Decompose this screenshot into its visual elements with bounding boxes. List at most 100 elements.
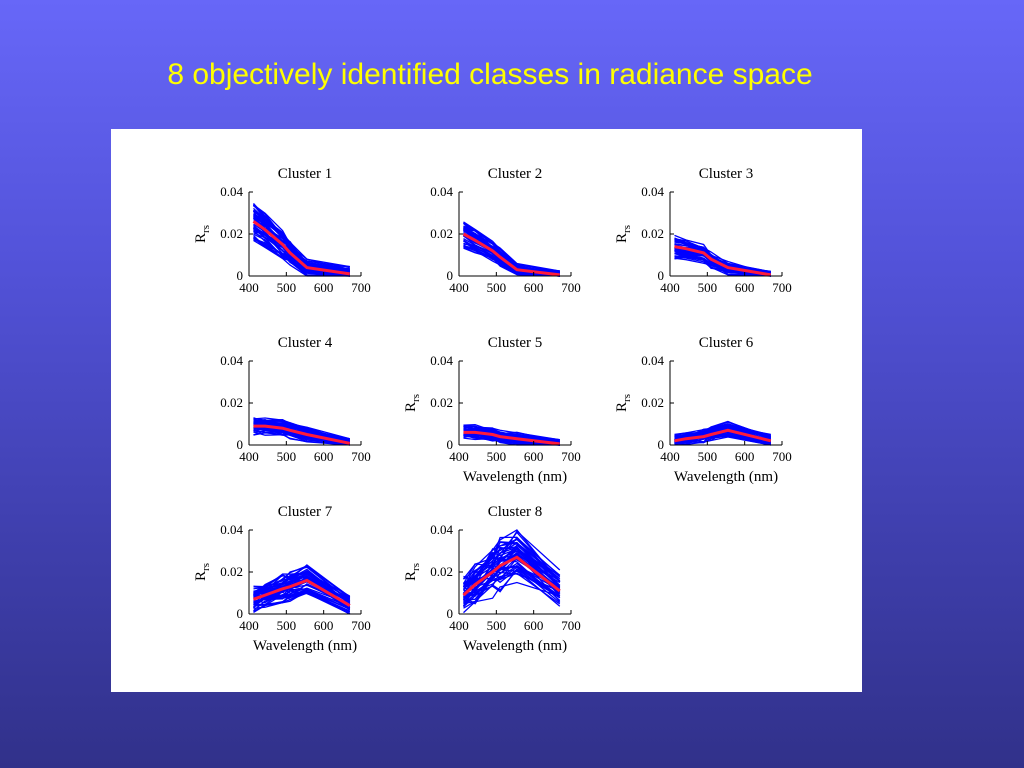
y-tick-label: 0.04 <box>430 353 453 368</box>
y-axis-label-main: R <box>403 571 419 581</box>
y-tick-label: 0.02 <box>220 395 243 410</box>
member-line <box>674 426 771 442</box>
x-tick-label: 500 <box>487 449 507 464</box>
member-line <box>462 529 561 588</box>
y-tick-label: 0 <box>658 437 665 452</box>
y-tick-label: 0.04 <box>430 184 453 199</box>
member-line <box>463 223 560 272</box>
x-tick-label: 600 <box>524 618 544 633</box>
member-line <box>462 546 561 591</box>
member-spectra <box>674 234 771 277</box>
member-line <box>463 550 561 600</box>
cluster-7-chart: Cluster 7 0 0.02 0.04 400 500 600 700 Rrs Wavelen… <box>193 504 371 654</box>
x-tick-label: 500 <box>277 449 297 464</box>
x-axis-label: Wavelength (nm) <box>253 638 357 654</box>
mean-line <box>463 430 560 446</box>
member-line <box>253 430 350 444</box>
cluster-2-chart: Cluster 2 0 0.02 0.04 400 500 600 700 <box>430 166 581 295</box>
x-tick-label: 600 <box>314 449 334 464</box>
member-line <box>253 214 350 271</box>
member-spectra <box>674 420 772 446</box>
mean-line <box>253 424 351 445</box>
cluster-5-chart: Cluster 5 0 0.02 0.04 400 500 600 700 Rrs Wavelen… <box>403 335 581 485</box>
member-line <box>463 226 560 275</box>
member-line <box>253 420 350 444</box>
mean-line <box>674 428 772 443</box>
y-tick-label: 0.04 <box>220 184 243 199</box>
y-tick-label: 0.02 <box>641 395 664 410</box>
slide-title: 8 objectively identified classes in radi… <box>167 58 813 91</box>
mean-line <box>674 245 772 277</box>
y-axis-label-sub: rs <box>410 563 422 571</box>
member-line <box>462 557 561 601</box>
y-tick-label: 0.02 <box>430 395 453 410</box>
y-tick-label: 0.04 <box>430 522 453 537</box>
chart-title: Cluster 6 <box>699 335 754 351</box>
x-tick-label: 400 <box>449 280 469 295</box>
x-axis-label: Wavelength (nm) <box>463 638 567 654</box>
cluster-4-chart: Cluster 4 0 0.02 0.04 400 500 600 700 <box>220 335 371 464</box>
chart-panel: Cluster 1 0 0.02 0.04 400 500 600 700 Rrs Cluster… <box>111 129 862 692</box>
x-tick-label: 700 <box>561 449 581 464</box>
y-axis-label-main: R <box>614 402 630 412</box>
chart-title: Cluster 8 <box>488 504 543 520</box>
member-spectra <box>252 202 350 277</box>
x-tick-label: 700 <box>772 449 792 464</box>
member-line <box>253 227 350 277</box>
x-tick-label: 600 <box>735 449 755 464</box>
member-line <box>463 429 560 442</box>
member-line <box>674 424 771 439</box>
y-tick-label: 0.04 <box>220 353 243 368</box>
y-axis-label-sub: rs <box>621 394 633 402</box>
y-axis-label: Rrs <box>193 563 212 581</box>
cluster-3-chart: Cluster 3 0 0.02 0.04 400 500 600 700 Rrs <box>614 166 792 295</box>
x-tick-label: 400 <box>239 449 259 464</box>
y-axis-label-sub: rs <box>200 563 212 571</box>
x-tick-label: 700 <box>561 618 581 633</box>
member-line <box>253 584 351 605</box>
y-axis-label: Rrs <box>403 563 422 581</box>
x-tick-label: 600 <box>524 449 544 464</box>
y-tick-label: 0.02 <box>220 226 243 241</box>
y-tick-label: 0 <box>658 268 665 283</box>
x-tick-label: 400 <box>239 280 259 295</box>
y-axis-label-sub: rs <box>200 225 212 233</box>
member-line <box>674 256 771 277</box>
x-tick-label: 500 <box>487 280 507 295</box>
member-line <box>463 424 560 443</box>
chart-title: Cluster 5 <box>488 335 543 351</box>
cluster-8-chart: Cluster 8 0 0.02 0.04 400 500 600 700 Rrs Wavelen… <box>403 504 581 654</box>
y-axis-label-main: R <box>614 233 630 243</box>
cluster-6-chart: Cluster 6 0 0.02 0.04 400 500 600 700 Rrs Wavelen… <box>614 335 792 485</box>
member-line <box>462 565 561 595</box>
y-tick-label: 0.02 <box>430 226 453 241</box>
x-tick-label: 400 <box>449 618 469 633</box>
member-line <box>463 572 561 607</box>
mean-line <box>462 555 561 597</box>
x-axis-label: Wavelength (nm) <box>463 469 567 485</box>
member-line <box>463 424 560 441</box>
x-tick-label: 400 <box>660 449 680 464</box>
y-tick-label: 0.02 <box>641 226 664 241</box>
y-axis-label: Rrs <box>403 394 422 412</box>
mean-line <box>252 220 351 276</box>
x-tick-label: 400 <box>660 280 680 295</box>
y-axis-label-main: R <box>193 233 209 243</box>
x-tick-label: 700 <box>351 618 371 633</box>
x-tick-label: 700 <box>351 280 371 295</box>
x-tick-label: 700 <box>351 449 371 464</box>
x-tick-label: 600 <box>314 618 334 633</box>
y-tick-label: 0 <box>447 437 454 452</box>
y-tick-label: 0.02 <box>430 564 453 579</box>
chart-title: Cluster 2 <box>488 166 543 182</box>
member-line <box>253 429 350 446</box>
member-line <box>674 237 771 276</box>
member-spectra <box>463 221 560 277</box>
member-line <box>462 541 561 589</box>
x-tick-label: 500 <box>277 618 297 633</box>
x-tick-label: 500 <box>487 618 507 633</box>
chart-title: Cluster 3 <box>699 166 754 182</box>
chart-title: Cluster 4 <box>278 335 333 351</box>
y-tick-label: 0 <box>237 268 244 283</box>
x-tick-label: 400 <box>449 449 469 464</box>
